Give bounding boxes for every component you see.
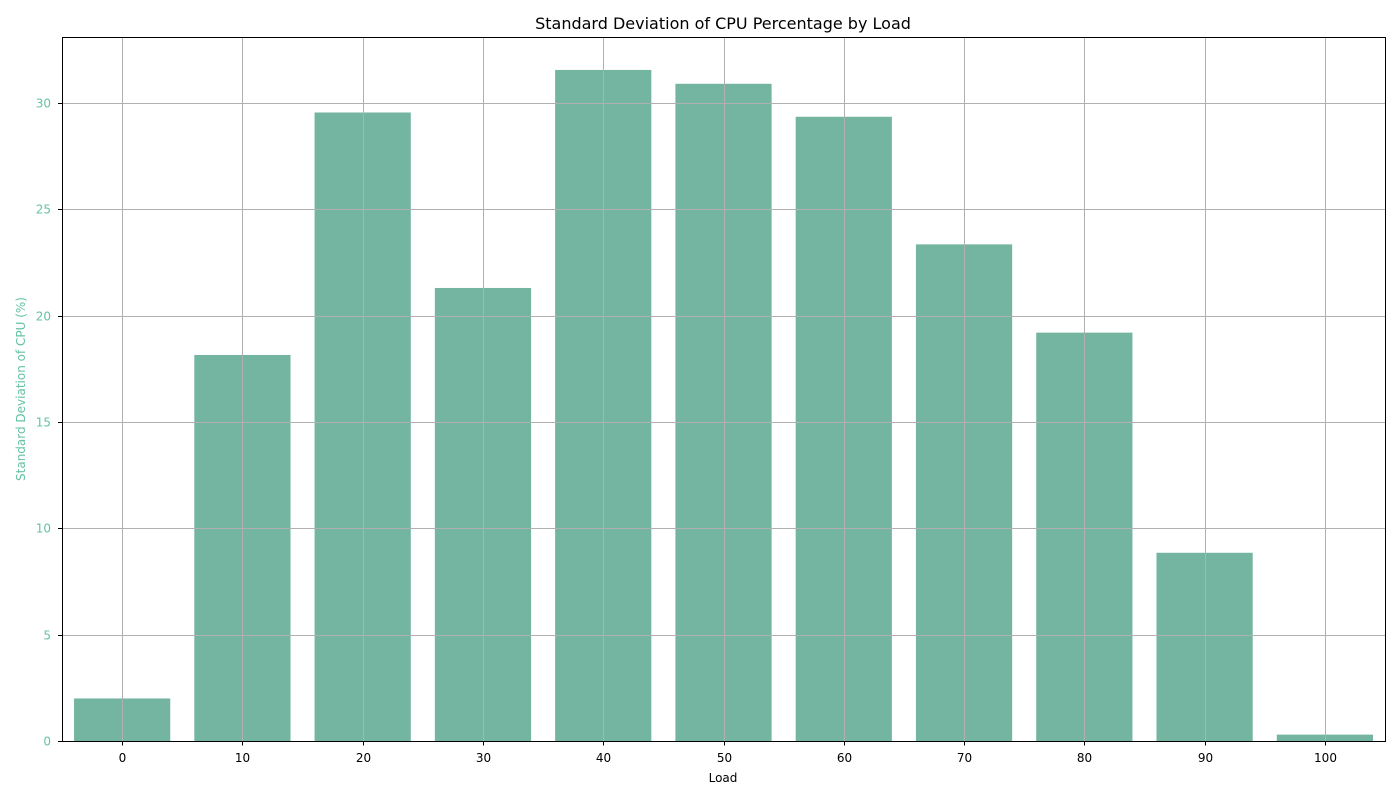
x-tick-label: 100: [1314, 751, 1337, 765]
x-tick-label: 60: [837, 751, 852, 765]
x-tick-label: 90: [1198, 751, 1213, 765]
y-tick-label: 10: [36, 522, 51, 536]
bars: [74, 69, 1373, 742]
x-tick-label: 10: [235, 751, 250, 765]
y-tick-label: 25: [36, 203, 51, 217]
bar-50: [675, 83, 772, 741]
y-tick-label: 30: [36, 97, 51, 111]
bar-30: [434, 287, 532, 741]
x-tick-label: 70: [957, 751, 972, 765]
y-tick-label: 5: [43, 629, 51, 643]
x-tick-label: 50: [717, 751, 732, 765]
x-tick-label: 0: [119, 751, 127, 765]
y-tick-label: 15: [36, 416, 51, 430]
x-tick-label: 40: [596, 751, 611, 765]
bar-20: [314, 112, 411, 742]
chart-title: Standard Deviation of CPU Percentage by …: [535, 14, 911, 33]
y-axis-ticks: 0 5 10 15 20 25 30: [36, 97, 63, 749]
bar-60: [795, 116, 892, 742]
x-tick-label: 30: [476, 751, 491, 765]
x-tick-label: 80: [1077, 751, 1092, 765]
bar-100: [1276, 734, 1373, 741]
x-axis-ticks: 0 10 20 30 40 50 60 70 80 90 100: [119, 741, 1337, 765]
x-grid-lines-over: [122, 37, 1326, 741]
y-axis-label: Standard Deviation of CPU (%): [14, 297, 28, 481]
bar-90: [1156, 552, 1253, 741]
x-tick-label: 20: [356, 751, 371, 765]
y-tick-label: 0: [43, 735, 51, 749]
x-axis-label: Load: [709, 771, 738, 785]
y-tick-label: 20: [36, 310, 51, 324]
